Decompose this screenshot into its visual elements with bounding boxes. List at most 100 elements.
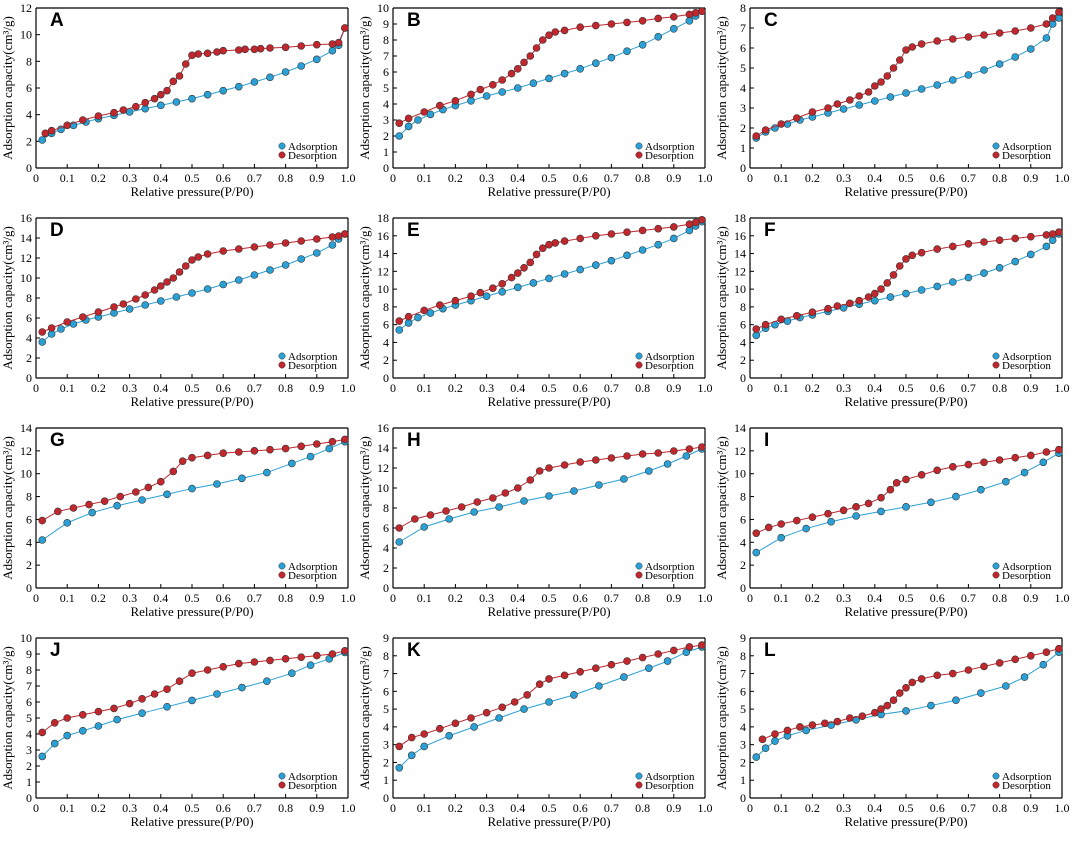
y-tick-label: 0	[383, 791, 389, 805]
x-tick-label: 0.1	[60, 801, 75, 815]
data-point-desorption	[498, 279, 506, 288]
chart-svg-D: 0 2 4 6 8 10 12 14 16 0 0.1 0.2 0.3 0.4 0.5 0.6 0.7 0.8 0.…	[0, 211, 356, 409]
x-tick-label: 0.2	[805, 801, 820, 815]
legend-label-desorption: Desorption	[288, 780, 337, 792]
data-point-desorption	[297, 653, 306, 662]
x-tick-label: 0.8	[635, 591, 650, 605]
series-line-desorption	[398, 644, 702, 747]
legend-marker-desorption	[278, 361, 286, 369]
data-point-desorption	[63, 318, 71, 326]
data-point-adsorption	[1020, 468, 1029, 477]
data-point-adsorption	[414, 313, 422, 322]
x-tick-label: 0	[390, 171, 396, 185]
data-point-desorption	[545, 31, 553, 40]
y-tick-label: 4	[383, 335, 389, 349]
data-point-adsorption	[263, 677, 271, 686]
data-point-desorption	[691, 9, 700, 17]
legend-marker-desorption	[635, 781, 643, 789]
data-point-adsorption	[445, 731, 453, 740]
data-point-desorption	[341, 230, 349, 238]
data-point-desorption	[451, 296, 460, 305]
y-tick-label: 1	[383, 145, 389, 159]
x-tick-label: 0.8	[992, 381, 1007, 395]
legend-label-adsorption: Adsorption	[645, 351, 695, 363]
data-point-desorption	[69, 504, 78, 512]
y-tick-label: 2	[26, 558, 32, 572]
y-tick-label: 8	[26, 663, 32, 677]
data-point-adsorption	[952, 696, 960, 705]
data-point-adsorption	[977, 485, 985, 494]
data-point-adsorption	[514, 283, 522, 292]
data-point-adsorption	[570, 487, 578, 495]
data-point-desorption	[47, 126, 56, 135]
data-point-adsorption	[281, 68, 290, 76]
data-point-desorption	[654, 650, 663, 658]
data-point-adsorption	[1026, 250, 1035, 259]
data-point-desorption	[119, 300, 128, 308]
data-point-desorption	[203, 666, 212, 674]
data-point-desorption	[551, 239, 560, 247]
x-tick-label: 0.6	[216, 801, 231, 815]
data-point-adsorption	[312, 55, 321, 64]
legend-label-desorption: Desorption	[645, 570, 694, 582]
x-tick-label: 0.1	[60, 591, 75, 605]
x-tick-label: 0.6	[216, 381, 231, 395]
y-tick-label: 2	[383, 755, 389, 769]
data-point-adsorption	[235, 276, 243, 284]
data-point-desorption	[235, 448, 243, 456]
data-point-desorption	[341, 646, 349, 655]
x-tick-label: 0.3	[122, 171, 137, 185]
data-point-adsorption	[952, 492, 960, 501]
series-line-adsorption	[755, 452, 1060, 554]
data-point-desorption	[877, 493, 885, 502]
data-point-desorption	[426, 511, 435, 519]
data-point-adsorption	[752, 753, 761, 761]
data-point-desorption	[334, 232, 343, 240]
x-tick-label: 0.5	[899, 171, 914, 185]
x-tick-label: 0.6	[930, 801, 945, 815]
y-tick-label: 8	[383, 501, 389, 515]
y-tick-label: 4	[740, 535, 746, 549]
y-tick-label: 4	[740, 720, 746, 734]
y-tick-label: 16	[20, 211, 32, 225]
x-tick-label: 0.5	[542, 801, 557, 815]
data-point-adsorption	[520, 705, 528, 713]
chart-panel-D: 0 2 4 6 8 10 12 14 16 0 0.1 0.2 0.3 0.4 0.5 0.6 0.7 0.8 0.…	[0, 210, 357, 420]
chart-panel-J: 0 1 2 3 4 5 6 7 8 9 10 0 0.1 0.2 0.3 0.4 0.5 0.6 0.7 0.8 0.9…	[0, 630, 357, 840]
y-tick-label: 3	[740, 101, 746, 115]
data-point-desorption	[442, 507, 450, 515]
legend-label-adsorption: Adsorption	[288, 141, 338, 153]
y-tick-label: 0	[383, 371, 389, 385]
data-point-desorption	[1026, 24, 1035, 32]
x-tick-label: 0.7	[247, 591, 262, 605]
data-point-desorption	[341, 435, 349, 444]
data-point-desorption	[188, 256, 196, 264]
data-point-adsorption	[325, 444, 334, 453]
data-point-desorption	[457, 503, 466, 511]
series-line-desorption	[399, 219, 703, 322]
x-tick-label: 0.3	[479, 171, 494, 185]
chart-panel-C: 0 1 2 3 4 5 6 7 8 0 0.1 0.2 0.3 0.4 0.5 0.6 0.7 0.8 0.9 1.0…	[714, 0, 1071, 210]
data-point-desorption	[169, 467, 178, 476]
data-point-adsorption	[288, 669, 296, 678]
data-point-adsorption	[219, 280, 227, 289]
legend-label-adsorption: Adsorption	[1002, 771, 1052, 783]
data-point-adsorption	[407, 751, 416, 760]
x-tick-label: 0.2	[448, 801, 463, 815]
data-point-adsorption	[250, 78, 259, 86]
data-point-adsorption	[777, 533, 785, 542]
legend-marker-adsorption	[992, 562, 1000, 570]
data-point-adsorption	[592, 261, 600, 269]
data-point-desorption	[1011, 27, 1020, 35]
data-point-desorption	[908, 251, 917, 260]
y-tick-label: 5	[740, 61, 746, 75]
data-point-desorption	[623, 228, 631, 237]
y-tick-label: 2	[26, 134, 32, 148]
data-point-desorption	[889, 271, 898, 279]
data-point-desorption	[266, 445, 274, 454]
data-point-desorption	[877, 78, 885, 86]
data-point-desorption	[526, 258, 535, 267]
data-point-desorption	[404, 114, 413, 123]
x-tick-label: 0.6	[930, 591, 945, 605]
y-tick-label: 5	[26, 711, 32, 725]
